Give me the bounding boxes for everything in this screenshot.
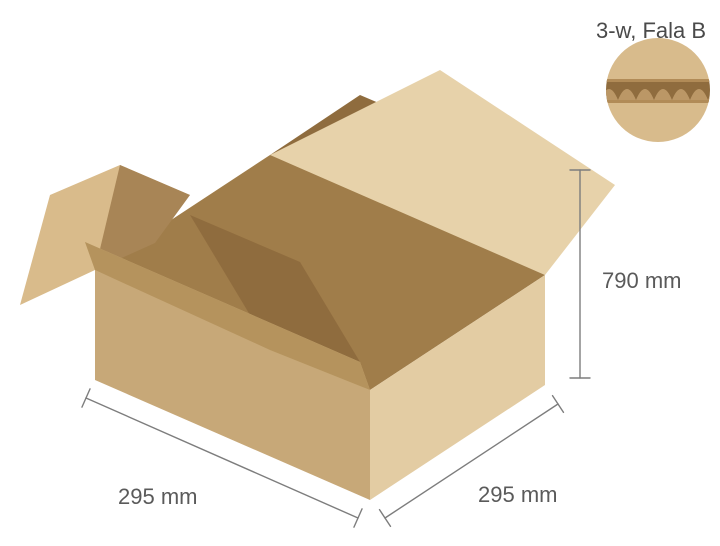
height-label: 790 mm: [602, 268, 681, 294]
diagram-stage: 3-w, Fala B 790 mm 295 mm 295 mm: [0, 0, 720, 546]
width-label: 295 mm: [118, 484, 197, 510]
spec-label: 3-w, Fala B: [596, 18, 706, 44]
length-label: 295 mm: [478, 482, 557, 508]
